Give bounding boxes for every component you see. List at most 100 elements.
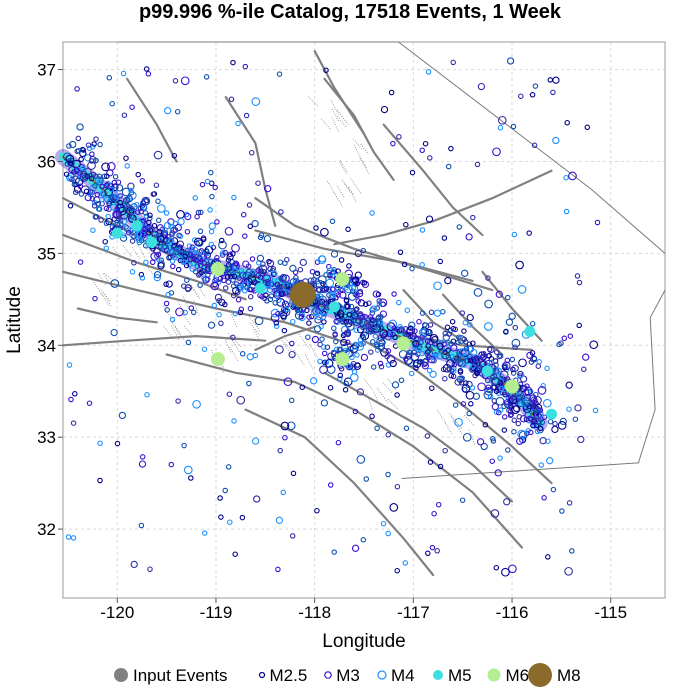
fault-line xyxy=(76,307,158,324)
event-ring xyxy=(550,486,557,493)
event-ring xyxy=(272,270,278,277)
event-ring xyxy=(126,212,133,219)
event-ring xyxy=(461,336,468,343)
event-ring xyxy=(276,71,283,77)
event-ring xyxy=(114,221,120,228)
marker-m5 xyxy=(254,282,266,294)
legend-label: M3 xyxy=(336,666,360,685)
event-ring xyxy=(566,406,572,412)
event-ring xyxy=(185,286,191,293)
fault-line xyxy=(333,169,553,246)
x-tick-label: -120 xyxy=(100,603,134,622)
event-ring xyxy=(138,271,145,278)
event-ring xyxy=(396,299,402,306)
x-tick-label: -115 xyxy=(594,603,627,622)
event-ring xyxy=(499,370,509,380)
event-ring xyxy=(541,495,547,501)
event-ring xyxy=(493,564,500,571)
event-ring xyxy=(362,314,368,320)
event-ring xyxy=(77,170,83,176)
event-ring xyxy=(470,363,476,369)
event-ring xyxy=(457,348,467,357)
event-ring xyxy=(317,275,327,284)
fault-hatch xyxy=(229,311,238,328)
event-ring xyxy=(289,533,296,539)
event-ring xyxy=(129,104,135,110)
event-ring xyxy=(106,169,114,177)
event-ring xyxy=(275,310,281,317)
event-ring xyxy=(106,75,113,81)
event-ring xyxy=(208,169,214,176)
fault-line xyxy=(254,229,474,282)
event-ring xyxy=(119,234,128,242)
event-ring xyxy=(247,293,254,300)
event-ring xyxy=(222,487,228,494)
event-ring xyxy=(572,416,579,422)
event-ring xyxy=(343,380,349,387)
fault-line xyxy=(441,293,504,356)
event-ring xyxy=(89,151,95,157)
fault-hatch xyxy=(229,346,239,363)
event-ring xyxy=(129,269,136,275)
event-ring xyxy=(320,314,327,320)
event-ring xyxy=(232,551,238,557)
event-ring xyxy=(325,278,335,288)
event-ring xyxy=(280,421,290,431)
event-ring xyxy=(320,344,327,350)
event-ring xyxy=(84,173,91,180)
event-ring xyxy=(147,212,153,219)
event-ring xyxy=(512,344,518,350)
event-ring xyxy=(183,262,190,269)
event-ring xyxy=(505,294,511,301)
event-ring xyxy=(297,266,304,273)
event-ring xyxy=(210,281,220,291)
event-ring xyxy=(584,124,591,131)
event-ring xyxy=(145,71,152,77)
event-ring xyxy=(222,285,229,291)
event-ring xyxy=(401,261,408,268)
event-ring xyxy=(241,278,247,285)
event-ring xyxy=(342,331,348,338)
event-ring xyxy=(320,399,329,407)
event-ring xyxy=(93,136,99,142)
event-ring xyxy=(377,360,384,367)
marker-m5 xyxy=(131,220,143,232)
event-ring xyxy=(366,326,374,335)
event-ring xyxy=(524,411,532,419)
event-ring xyxy=(133,201,140,208)
event-ring xyxy=(135,209,141,215)
event-ring xyxy=(336,310,345,318)
event-ring xyxy=(450,373,457,380)
event-ring xyxy=(539,419,546,426)
event-ring xyxy=(156,204,166,213)
event-ring xyxy=(357,288,364,295)
event-ring xyxy=(130,560,138,569)
event-ring xyxy=(200,236,207,243)
event-ring xyxy=(267,287,273,294)
event-ring xyxy=(226,391,233,397)
event-ring xyxy=(128,189,135,196)
event-ring xyxy=(424,433,431,439)
event-ring xyxy=(442,447,448,454)
event-ring xyxy=(367,324,374,331)
event-ring xyxy=(78,156,84,163)
event-ring xyxy=(511,364,519,372)
event-ring xyxy=(370,364,377,370)
event-ring xyxy=(139,275,146,281)
event-ring xyxy=(127,182,135,190)
event-ring xyxy=(360,334,367,341)
event-ring xyxy=(450,59,456,66)
event-ring xyxy=(346,263,352,269)
event-ring xyxy=(469,385,476,391)
legend-swatch-m3 xyxy=(324,671,332,679)
event-ring xyxy=(86,400,93,406)
event-ring xyxy=(376,337,385,347)
event-ring xyxy=(84,154,92,162)
event-ring xyxy=(394,567,400,574)
event-ring xyxy=(327,482,334,488)
event-ring xyxy=(369,210,375,216)
event-ring xyxy=(455,357,461,364)
event-ring xyxy=(180,259,187,266)
event-ring xyxy=(163,210,170,216)
event-ring xyxy=(313,225,319,231)
